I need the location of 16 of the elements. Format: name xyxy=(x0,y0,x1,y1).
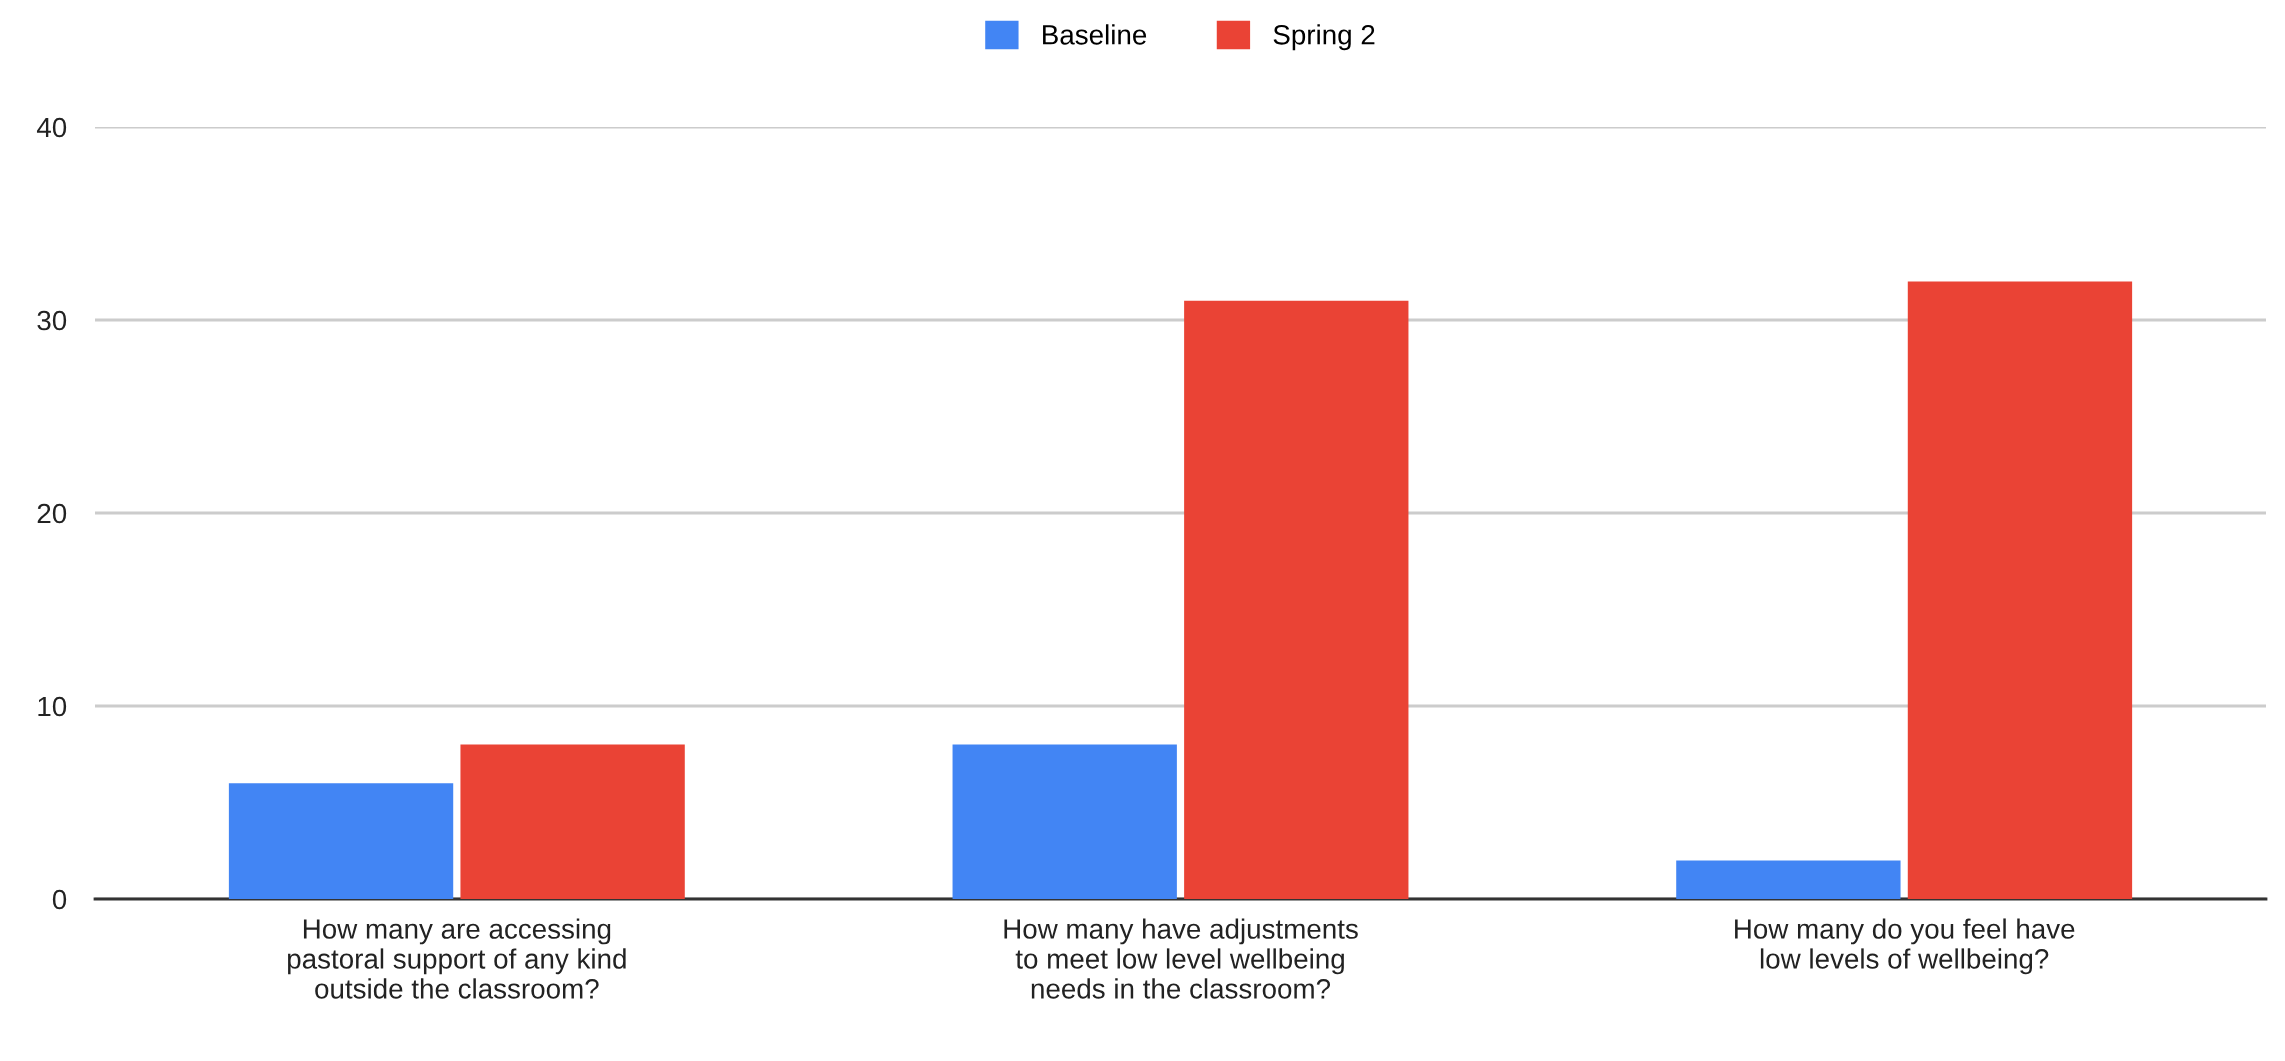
bar xyxy=(1907,281,2133,899)
x-tick-label: How many are accessing pastoral support of any kind outside the classroom? xyxy=(288,918,626,999)
y-tick-label: 0 xyxy=(52,889,67,910)
y-tick-label: 20 xyxy=(37,503,67,524)
x-tick-label: How many do you feel have low levels of wellbeing? xyxy=(1735,918,2075,975)
legend-label: Spring 2 xyxy=(1273,24,1375,51)
bar xyxy=(952,744,1177,899)
y-tick-label: 30 xyxy=(37,310,67,331)
y-tick-label: 10 xyxy=(38,696,67,717)
y-tick-label: 40 xyxy=(36,117,67,138)
bar xyxy=(1676,860,1901,899)
legend-label: Baseline xyxy=(1043,24,1147,45)
bar xyxy=(1184,300,1409,899)
bar xyxy=(460,744,685,899)
bar xyxy=(228,783,454,899)
x-tick-label: How many have adjustments to meet low level wellbeing needs in the classroom? xyxy=(1004,918,1358,999)
